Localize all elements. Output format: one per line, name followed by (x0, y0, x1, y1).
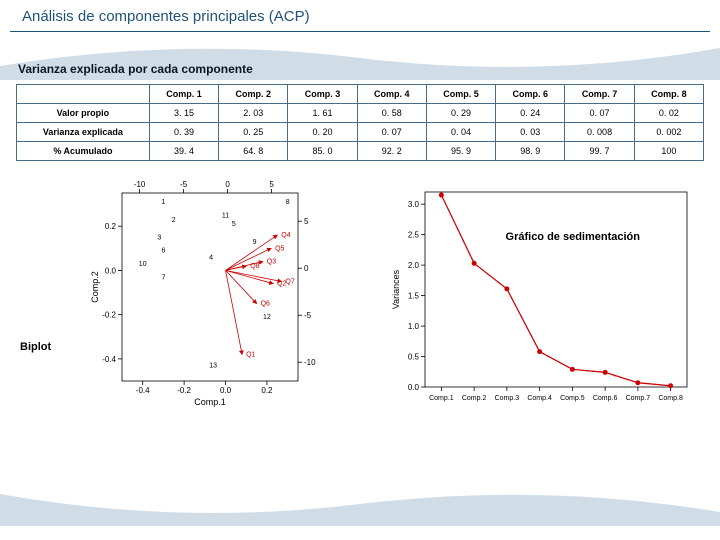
svg-text:-5: -5 (180, 180, 188, 189)
svg-text:0.2: 0.2 (261, 386, 273, 395)
svg-text:Q1: Q1 (246, 351, 255, 358)
svg-text:Q6: Q6 (261, 301, 270, 308)
table-cell: 0. 58 (357, 104, 426, 123)
table-row: Valor propio3. 152. 031. 610. 580. 290. … (17, 104, 704, 123)
table-cell: 98. 9 (496, 142, 565, 161)
svg-text:-0.2: -0.2 (177, 386, 191, 395)
svg-text:Q3: Q3 (267, 259, 276, 266)
svg-text:Comp.5: Comp.5 (560, 395, 585, 402)
svg-text:5: 5 (304, 217, 309, 226)
svg-text:-10: -10 (134, 180, 146, 189)
svg-text:9: 9 (253, 239, 257, 246)
svg-text:0.5: 0.5 (408, 353, 420, 362)
svg-text:Q8: Q8 (250, 263, 259, 270)
svg-text:8: 8 (286, 199, 290, 206)
table-cell: 0. 002 (634, 123, 703, 142)
svg-text:3: 3 (157, 234, 161, 241)
table-cell: 0. 02 (634, 104, 703, 123)
table-col-header: Comp. 4 (357, 85, 426, 104)
table-cell: 0. 07 (565, 104, 634, 123)
svg-text:5: 5 (232, 221, 236, 228)
table-cell: 64. 8 (219, 142, 288, 161)
svg-text:13: 13 (209, 363, 217, 370)
svg-text:0: 0 (225, 180, 230, 189)
svg-text:Comp.3: Comp.3 (495, 395, 520, 402)
page-title: Análisis de componentes principales (ACP… (10, 0, 710, 32)
table-row-label: % Acumulado (17, 142, 150, 161)
table-cell: 85. 0 (288, 142, 357, 161)
svg-text:5: 5 (269, 180, 274, 189)
table-cell: 92. 2 (357, 142, 426, 161)
biplot-label: Biplot (20, 341, 51, 353)
table-cell: 3. 15 (149, 104, 218, 123)
table-cell: 0. 07 (357, 123, 426, 142)
svg-text:Variances: Variances (391, 269, 401, 309)
svg-text:1.5: 1.5 (408, 292, 420, 301)
table-col-header: Comp. 7 (565, 85, 634, 104)
svg-text:Comp.1: Comp.1 (429, 395, 454, 402)
svg-text:Comp.6: Comp.6 (593, 395, 618, 402)
svg-text:Comp.2: Comp.2 (90, 271, 100, 303)
svg-text:-0.4: -0.4 (136, 386, 150, 395)
table-cell: 100 (634, 142, 703, 161)
svg-text:0.0: 0.0 (408, 383, 420, 392)
table-cell: 0. 04 (426, 123, 495, 142)
svg-text:1.0: 1.0 (408, 322, 420, 331)
table-cell: 95. 9 (426, 142, 495, 161)
table-cell: 99. 7 (565, 142, 634, 161)
svg-text:10: 10 (139, 261, 147, 268)
table-col-header: Comp. 8 (634, 85, 703, 104)
table-cell: 0. 03 (496, 123, 565, 142)
svg-text:3.0: 3.0 (408, 200, 420, 209)
table-row: % Acumulado39. 464. 885. 092. 295. 998. … (17, 142, 704, 161)
decorative-wave-bottom (0, 482, 720, 526)
table-cell: 39. 4 (149, 142, 218, 161)
table-row-label: Valor propio (17, 104, 150, 123)
table-cell: 1. 61 (288, 104, 357, 123)
table-cell: 0. 24 (496, 104, 565, 123)
section-title: Varianza explicada por cada componente (18, 62, 720, 76)
svg-text:Comp.4: Comp.4 (527, 395, 552, 402)
svg-text:0.0: 0.0 (220, 386, 232, 395)
svg-text:0: 0 (304, 264, 309, 273)
svg-text:0.0: 0.0 (105, 266, 117, 275)
table-cell: 0. 29 (426, 104, 495, 123)
svg-text:Q5: Q5 (275, 245, 284, 252)
svg-text:Comp.1: Comp.1 (194, 397, 226, 407)
table-row-label: Varianza explicada (17, 123, 150, 142)
table-col-header: Comp. 1 (149, 85, 218, 104)
svg-text:-5: -5 (304, 311, 312, 320)
table-cell: 0. 39 (149, 123, 218, 142)
svg-text:-10: -10 (304, 358, 316, 367)
svg-text:11: 11 (222, 212, 229, 219)
svg-text:-0.4: -0.4 (102, 355, 116, 364)
svg-text:Comp.8: Comp.8 (658, 395, 683, 402)
svg-text:Comp.7: Comp.7 (626, 395, 651, 402)
table-cell: 0. 008 (565, 123, 634, 142)
variance-table: Comp. 1Comp. 2Comp. 3Comp. 4Comp. 5Comp.… (16, 84, 704, 161)
svg-text:4: 4 (209, 254, 213, 261)
svg-text:Q7: Q7 (285, 278, 294, 285)
scree-chart: 0.0 0.5 1.0 1.5 2.0 2.5 3.0 Variances Comp.1 Comp… (385, 186, 695, 411)
table-col-header: Comp. 6 (496, 85, 565, 104)
svg-text:2: 2 (172, 217, 176, 224)
biplot-chart: -0.4 -0.2 0.0 0.2 Comp.1 -0.4 -0.2 0.0 0.2 Comp.2… (86, 171, 326, 411)
svg-text:2.5: 2.5 (408, 231, 420, 240)
svg-text:0.2: 0.2 (105, 222, 117, 231)
table-col-header: Comp. 2 (219, 85, 288, 104)
svg-text:Q4: Q4 (281, 232, 290, 239)
table-col-header: Comp. 5 (426, 85, 495, 104)
table-cell: 0. 20 (288, 123, 357, 142)
svg-text:1: 1 (161, 199, 165, 206)
svg-text:-0.2: -0.2 (102, 311, 116, 320)
table-col-header: Comp. 3 (288, 85, 357, 104)
svg-text:Comp.2: Comp.2 (462, 395, 487, 402)
svg-text:7: 7 (161, 274, 165, 281)
table-row: Varianza explicada0. 390. 250. 200. 070.… (17, 123, 704, 142)
svg-text:2.0: 2.0 (408, 261, 420, 270)
svg-text:6: 6 (161, 248, 165, 255)
table-cell: 2. 03 (219, 104, 288, 123)
svg-text:12: 12 (263, 314, 271, 321)
table-cell: 0. 25 (219, 123, 288, 142)
